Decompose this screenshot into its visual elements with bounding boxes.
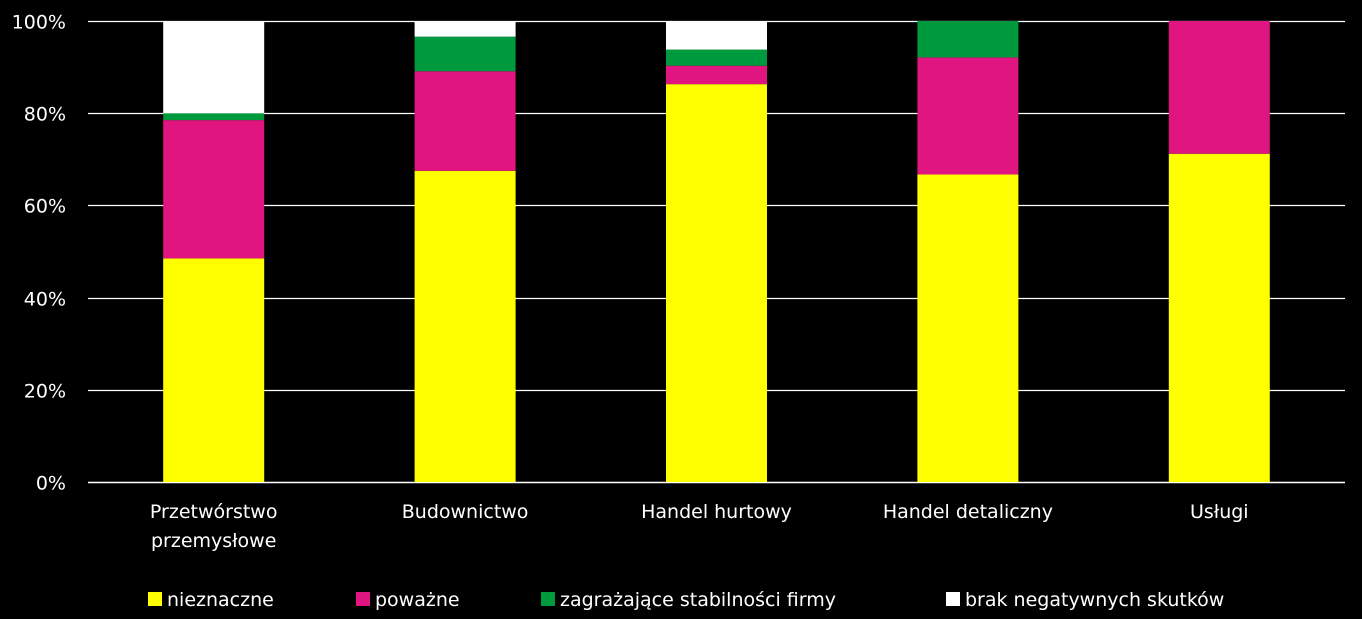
bar-segment xyxy=(163,258,265,482)
legend-label: zagrażające stabilności firmy xyxy=(560,589,836,611)
bar-segment xyxy=(917,174,1019,482)
legend-label: nieznaczne xyxy=(167,589,274,611)
bar-segment xyxy=(163,21,265,114)
bar-segment xyxy=(414,170,516,482)
y-tick-label: 100% xyxy=(12,12,66,34)
x-category-label: Budownictwo xyxy=(402,501,529,523)
bar-segment xyxy=(666,49,767,66)
x-category-label: Handel detaliczny xyxy=(883,501,1053,523)
bar-segment xyxy=(666,84,767,483)
y-tick-label: 80% xyxy=(24,104,66,126)
x-category-label: Przetwórstwo xyxy=(150,501,278,523)
legend-swatch xyxy=(946,592,960,606)
bar-segment xyxy=(666,65,767,85)
bars xyxy=(163,21,1270,483)
y-tick-label: 0% xyxy=(36,473,66,495)
bar-segment xyxy=(1168,21,1270,154)
bar-segment xyxy=(917,21,1019,58)
y-tick-label: 40% xyxy=(24,289,66,311)
legend-swatch xyxy=(541,592,555,606)
x-category-label: Handel hurtowy xyxy=(641,501,792,523)
legend-label: poważne xyxy=(375,589,460,611)
legend-swatch xyxy=(356,592,370,606)
y-axis-ticks: 0% 20% 40% 60% 80% 100% xyxy=(12,12,66,495)
bar-segment xyxy=(1168,153,1270,482)
legend-label: brak negatywnych skutków xyxy=(965,589,1224,611)
bar-segment xyxy=(414,21,516,37)
bar-segment xyxy=(163,120,265,259)
bar-segment xyxy=(666,21,767,50)
bar-segment xyxy=(917,57,1019,175)
legend-swatch xyxy=(148,592,162,606)
y-tick-label: 20% xyxy=(24,381,66,403)
x-axis-category-labels: Przetwórstwo przemysłowe Budownictwo Handel… xyxy=(150,501,1249,552)
bar-segment xyxy=(163,113,265,121)
x-category-label: przemysłowe xyxy=(151,530,276,552)
bar-segment xyxy=(414,71,516,171)
y-tick-label: 60% xyxy=(24,196,66,218)
legend: nieznaczne poważne zagrażające stabilności… xyxy=(148,589,1224,611)
x-category-label: Usługi xyxy=(1190,501,1249,523)
bar-segment xyxy=(414,36,516,72)
